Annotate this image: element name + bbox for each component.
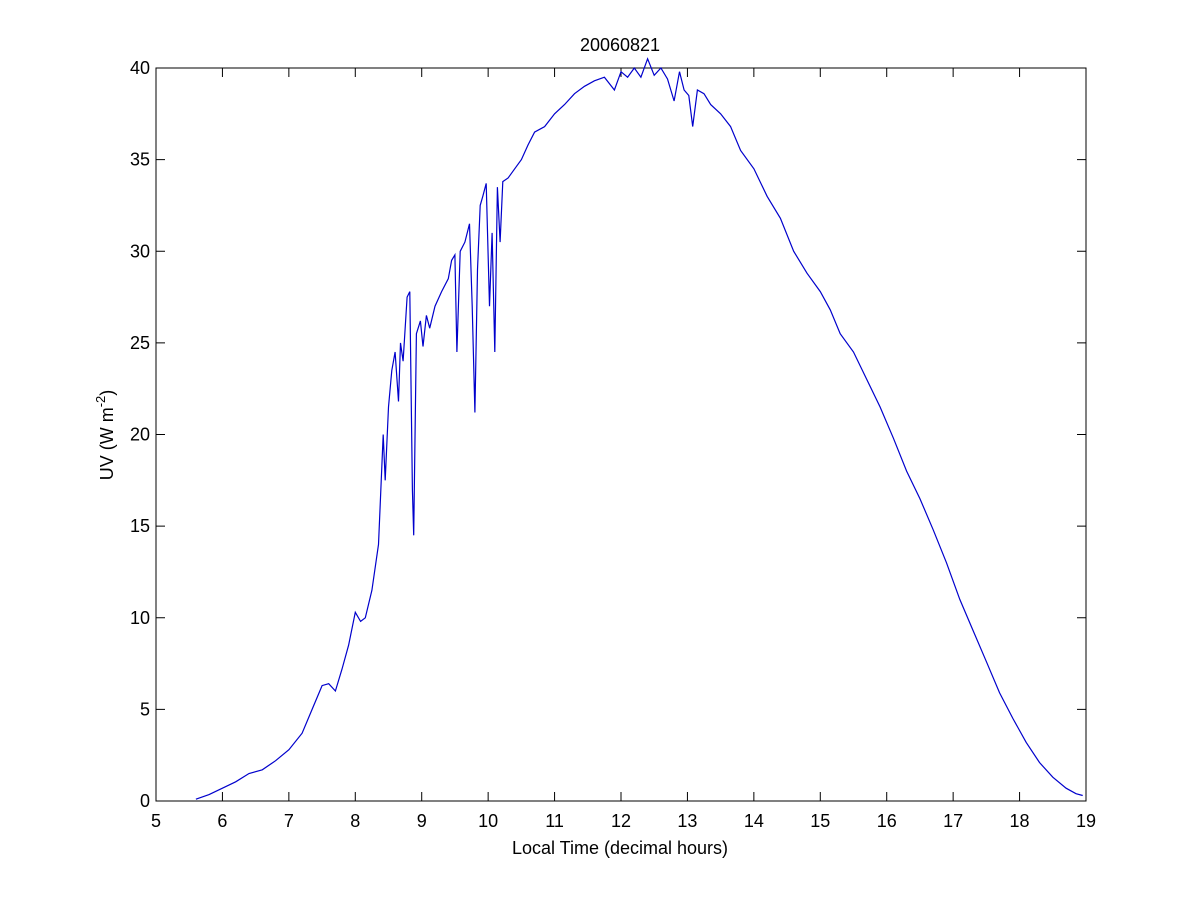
- x-tick-label: 16: [877, 811, 897, 831]
- x-tick-label: 18: [1010, 811, 1030, 831]
- plot-frame: [155, 67, 1087, 802]
- y-tick-label: 15: [130, 516, 150, 536]
- x-tick-label: 13: [677, 811, 697, 831]
- y-axis-title: UV (W m-2): [93, 390, 117, 481]
- y-tick-label: 5: [140, 699, 150, 719]
- x-tick-label: 19: [1076, 811, 1096, 831]
- x-tick-label: 15: [810, 811, 830, 831]
- x-tick-label: 10: [478, 811, 498, 831]
- x-tick-label: 11: [545, 811, 564, 831]
- x-tick-label: 8: [350, 811, 360, 831]
- y-axis-title-main: UV (W m: [97, 407, 117, 480]
- x-tick-label: 9: [417, 811, 427, 831]
- y-axis: 0 5 10 15 20 25 30 35 40: [130, 58, 1086, 811]
- y-tick-label: 20: [130, 425, 150, 445]
- y-tick-label: 25: [130, 333, 150, 353]
- x-tick-label: 12: [611, 811, 631, 831]
- x-tick-label: 6: [217, 811, 227, 831]
- x-tick-label: 5: [151, 811, 161, 831]
- x-axis: 5 6 7 8 9 10 11 12 13 14 15 16 17 18 19: [151, 68, 1096, 831]
- x-tick-label: 7: [284, 811, 294, 831]
- uv-series-line: [195, 57, 1083, 800]
- y-tick-label: 35: [130, 150, 150, 170]
- x-tick-label: 17: [943, 811, 963, 831]
- y-tick-label: 0: [140, 791, 150, 811]
- y-tick-label: 30: [130, 241, 150, 261]
- x-tick-label: 14: [744, 811, 764, 831]
- x-axis-title: Local Time (decimal hours): [512, 838, 728, 858]
- chart-title: 20060821: [580, 35, 660, 55]
- y-axis-title-exponent: -2: [93, 396, 108, 408]
- y-tick-label: 10: [130, 608, 150, 628]
- y-tick-label: 40: [130, 58, 150, 78]
- y-axis-title-close: ): [97, 390, 117, 396]
